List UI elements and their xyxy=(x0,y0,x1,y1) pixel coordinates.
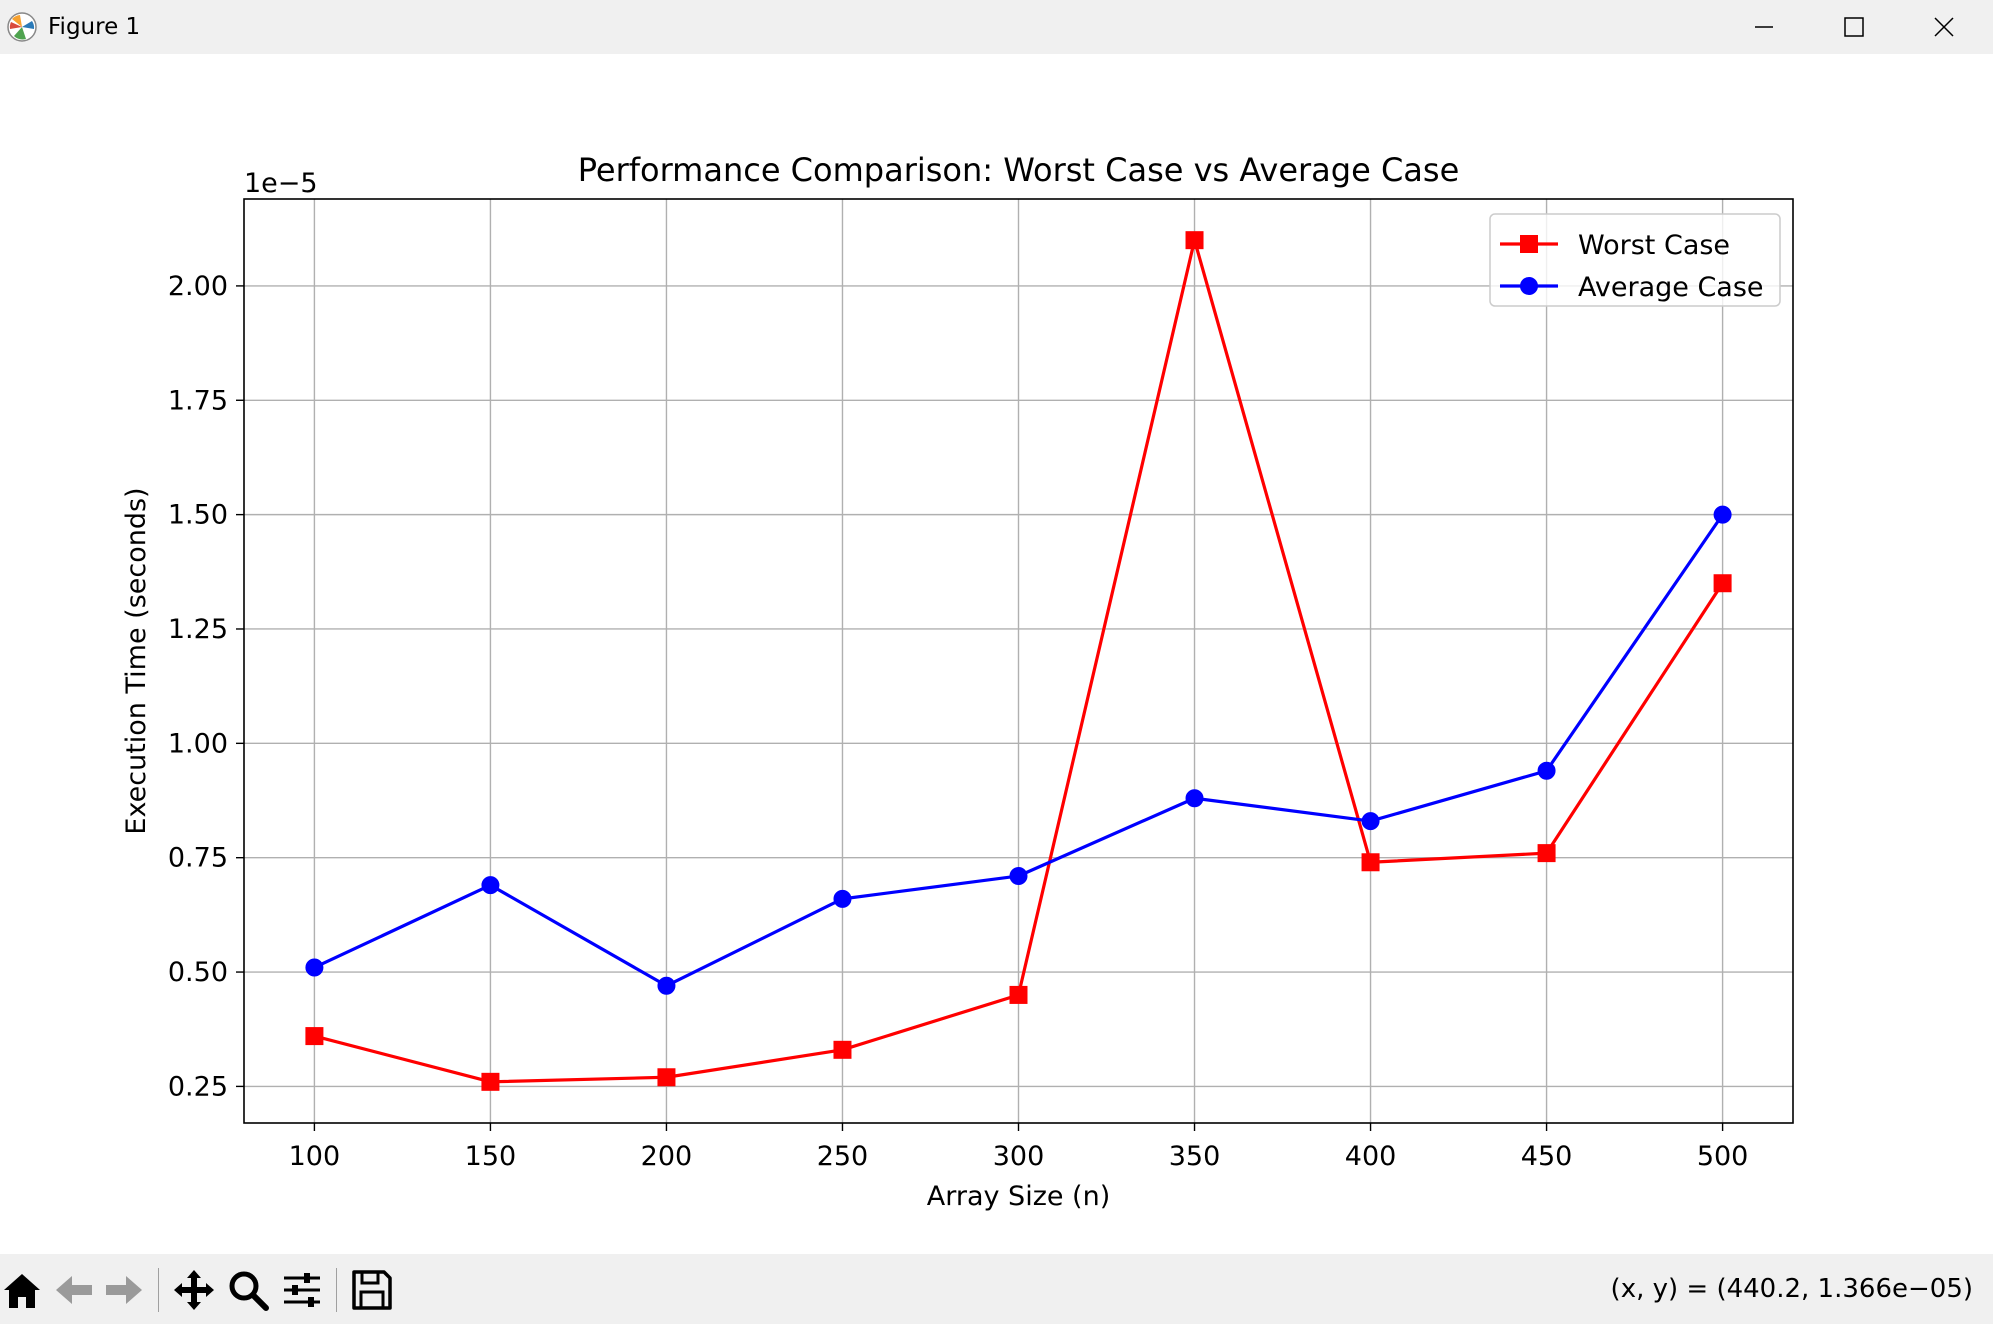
zoom-icon xyxy=(229,1271,269,1311)
save-icon xyxy=(352,1270,392,1310)
save-button[interactable] xyxy=(350,1268,394,1312)
x-tick-label: 250 xyxy=(817,1141,869,1172)
pan-button[interactable] xyxy=(172,1268,216,1312)
worst-case-data-point xyxy=(1009,985,1028,1004)
y-offset-text: 1e−5 xyxy=(244,168,318,199)
worst-case-data-point xyxy=(305,1027,324,1046)
navigation-toolbar: (x, y) = (440.2, 1.366e−05) xyxy=(0,1254,1993,1324)
y-tick-label: 0.25 xyxy=(168,1071,228,1102)
y-tick-label: 1.75 xyxy=(168,385,228,416)
cursor-coordinates: (x, y) = (440.2, 1.366e−05) xyxy=(1610,1274,1973,1304)
window-title: Figure 1 xyxy=(48,14,141,40)
x-axis-label: Array Size (n) xyxy=(927,1181,1111,1212)
toolbar-separator xyxy=(336,1268,337,1312)
legend[interactable]: Worst Case Average Case xyxy=(1489,213,1781,307)
home-icon xyxy=(4,1274,40,1308)
x-tick-label: 400 xyxy=(1345,1141,1397,1172)
figure-canvas[interactable]: 100 150 200 250 300 350 400 450 500 0.25 0.50 0.75 1… xyxy=(0,54,1993,1254)
toolbar-separator xyxy=(158,1268,159,1312)
x-tick-label: 300 xyxy=(993,1141,1045,1172)
x-tick-label: 450 xyxy=(1521,1141,1573,1172)
forward-arrow-icon xyxy=(106,1276,142,1304)
minimize-icon xyxy=(1755,26,1773,28)
y-tick-label: 2.00 xyxy=(168,271,228,302)
y-tick-label: 1.50 xyxy=(168,500,228,531)
grid xyxy=(244,199,1793,1123)
chart-title: Performance Comparison: Worst Case vs Av… xyxy=(578,151,1460,189)
worst-case-data-point xyxy=(657,1068,676,1087)
back-arrow-icon xyxy=(56,1276,92,1304)
x-tick-label: 500 xyxy=(1697,1141,1749,1172)
worst-case-data-point xyxy=(1185,231,1204,250)
average-case-legend-label: Average Case xyxy=(1578,272,1764,303)
home-button[interactable] xyxy=(0,1268,44,1312)
worst-case-data-point xyxy=(833,1040,852,1059)
title-bar: Figure 1 xyxy=(0,0,1993,54)
maximize-button[interactable] xyxy=(1808,0,1898,54)
average-case-data-point xyxy=(657,976,676,995)
y-tick-label: 0.75 xyxy=(168,843,228,874)
average-case-data-point xyxy=(1185,789,1204,808)
close-icon xyxy=(1934,17,1954,37)
matplotlib-logo-icon xyxy=(7,12,37,42)
maximize-icon xyxy=(1844,17,1864,37)
average-case-data-point xyxy=(305,958,324,977)
worst-case-legend-marker xyxy=(1520,235,1538,253)
legend-box xyxy=(1489,213,1781,307)
tick-layer: 100 150 200 250 300 350 400 450 500 0.25 0.50 0.75 1… xyxy=(168,271,1748,1172)
configure-subplots-button[interactable] xyxy=(280,1268,324,1312)
close-button[interactable] xyxy=(1898,0,1988,54)
average-case-data-point xyxy=(1713,505,1732,524)
line-chart[interactable]: 100 150 200 250 300 350 400 450 500 0.25 0.50 0.75 1… xyxy=(0,54,1993,1254)
worst-case-legend-label: Worst Case xyxy=(1578,230,1730,261)
x-tick-label: 100 xyxy=(289,1141,341,1172)
pan-icon xyxy=(174,1270,214,1310)
average-case-data-point xyxy=(1009,866,1028,885)
y-tick-label: 1.25 xyxy=(168,614,228,645)
y-tick-label: 1.00 xyxy=(168,728,228,759)
worst-case-data-point xyxy=(1361,853,1380,872)
legend-entries: Worst Case Average Case xyxy=(1500,230,1764,303)
back-button[interactable] xyxy=(52,1268,96,1312)
average-case-data-point xyxy=(481,876,500,895)
y-tick-label: 0.50 xyxy=(168,957,228,988)
x-tick-label: 350 xyxy=(1169,1141,1221,1172)
worst-case-data-point xyxy=(481,1072,500,1091)
worst-case-data-point xyxy=(1713,574,1732,593)
series-layer xyxy=(305,231,1732,1091)
average-case-data-point xyxy=(1361,812,1380,831)
x-tick-label: 150 xyxy=(465,1141,517,1172)
worst-case-data-point xyxy=(1537,844,1556,863)
average-case-data-point xyxy=(833,889,852,908)
zoom-button[interactable] xyxy=(226,1268,270,1312)
average-case-data-point xyxy=(1537,761,1556,780)
x-tick-label: 200 xyxy=(641,1141,693,1172)
forward-button[interactable] xyxy=(102,1268,146,1312)
y-axis-label: Execution Time (seconds) xyxy=(121,487,152,834)
configure-subplots-icon xyxy=(284,1273,320,1307)
minimize-button[interactable] xyxy=(1718,0,1808,54)
average-case-legend-marker xyxy=(1520,277,1538,295)
